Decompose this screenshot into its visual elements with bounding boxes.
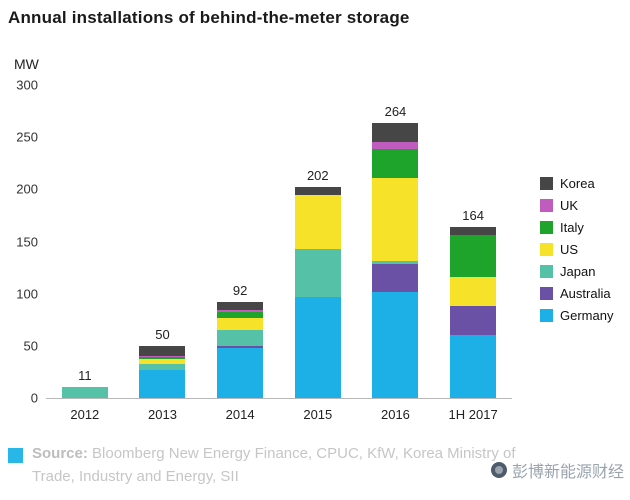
legend-swatch-japan xyxy=(540,265,553,278)
y-tick-300: 300 xyxy=(16,77,38,93)
y-tick-250: 250 xyxy=(16,129,38,145)
legend-item-uk: UK xyxy=(540,198,613,213)
bar-segment-japan xyxy=(139,363,186,370)
source-detail: Bloomberg New Energy Finance, CPUC, KfW,… xyxy=(32,445,516,486)
bar-segment-japan xyxy=(217,330,264,346)
bar-segment-germany xyxy=(372,291,419,398)
source-footer: Source: Bloomberg New Energy Finance, CP… xyxy=(0,440,630,500)
x-tick-2016: 2016 xyxy=(380,407,410,422)
source-text: Source: Bloomberg New Energy Finance, CP… xyxy=(32,442,560,489)
legend: Korea UK Italy US Japan Australia Germany xyxy=(540,176,613,330)
bar-segment-us xyxy=(139,359,186,364)
bar-segment-australia xyxy=(450,306,497,336)
x-tick-1h-2017: 1H 2017 xyxy=(448,407,498,422)
bar-segment-korea xyxy=(217,302,264,311)
legend-swatch-korea xyxy=(540,177,553,190)
legend-swatch-us xyxy=(540,243,553,256)
bar-total-label: 202 xyxy=(306,168,329,184)
legend-swatch-italy xyxy=(540,221,553,234)
bar-segment-italy xyxy=(217,312,264,318)
bar-segment-germany xyxy=(294,296,341,398)
plot-area: 11 2012 50 2013 92 2014 202 2015 264 2016 164 1H 20… xyxy=(46,85,512,422)
bar-total-label: 164 xyxy=(462,207,484,223)
watermark: 彭博新能源财经 xyxy=(490,458,624,482)
bar-segment-germany xyxy=(450,335,497,398)
bar-segment-korea xyxy=(139,345,186,357)
legend-item-japan: Japan xyxy=(540,264,613,279)
legend-item-korea: Korea xyxy=(540,176,613,191)
legend-label-us: US xyxy=(560,242,579,257)
bar-segment-japan xyxy=(294,248,341,297)
bar-segment-us xyxy=(372,177,419,262)
bar-2016: 264 2016 xyxy=(372,85,419,422)
bar-segment-australia xyxy=(372,264,419,292)
bar-segment-italy xyxy=(372,148,419,178)
y-tick-100: 100 xyxy=(16,286,38,302)
legend-label-japan: Japan xyxy=(560,264,596,279)
y-axis: 0 50 100 150 200 250 300 xyxy=(8,78,38,406)
bar-total-label: 92 xyxy=(232,283,248,299)
legend-item-australia: Australia xyxy=(540,286,613,301)
x-tick-2012: 2012 xyxy=(70,407,100,422)
legend-item-us: US xyxy=(540,242,613,257)
x-tick-2013: 2013 xyxy=(148,407,177,422)
y-tick-150: 150 xyxy=(16,234,38,249)
bar-2015: 202 2015 xyxy=(294,85,341,422)
bar-segment-australia xyxy=(217,345,264,348)
legend-label-australia: Australia xyxy=(560,286,611,301)
bar-segment-korea xyxy=(372,122,419,143)
chart-title: Annual installations of behind-the-meter… xyxy=(8,8,410,27)
legend-item-germany: Germany xyxy=(540,308,613,323)
legend-label-uk: UK xyxy=(560,198,579,213)
bar-2012: 11 2012 xyxy=(61,85,108,422)
bar-segment-germany xyxy=(139,369,186,398)
bar-segment-japan xyxy=(61,386,108,398)
bar-total-label: 50 xyxy=(155,326,170,342)
legend-label-germany: Germany xyxy=(560,308,614,323)
legend-label-korea: Korea xyxy=(560,176,595,191)
bar-segment-uk xyxy=(217,310,264,313)
bar-2014: 92 2014 xyxy=(217,85,264,422)
bar-total-label: 264 xyxy=(384,103,407,119)
legend-swatch-uk xyxy=(540,199,553,212)
bar-segment-italy xyxy=(139,357,186,360)
bar-segment-italy xyxy=(450,235,497,277)
bar-segment-japan xyxy=(372,261,419,265)
bar-segment-uk xyxy=(372,142,419,149)
legend-swatch-australia xyxy=(540,287,553,300)
bar-segment-uk xyxy=(139,356,186,358)
watermark-logo-icon xyxy=(490,462,507,478)
y-tick-0: 0 xyxy=(30,390,38,406)
bar-1h-2017: 164 1H 2017 xyxy=(449,85,498,422)
bar-segment-germany xyxy=(217,347,264,398)
source-label: Source: xyxy=(32,445,88,462)
bar-segment-us xyxy=(450,277,497,307)
y-tick-50: 50 xyxy=(23,338,38,354)
bar-segment-us xyxy=(294,194,341,249)
chart-area: 0 50 100 150 200 250 300 11 2012 50 2013 92 2014 202… xyxy=(8,78,512,422)
legend-label-italy: Italy xyxy=(560,220,584,235)
bar-segment-korea xyxy=(450,226,497,236)
watermark-text: 彭博新能源财经 xyxy=(511,464,624,481)
bar-2013: 50 2013 xyxy=(139,85,186,422)
y-tick-200: 200 xyxy=(16,181,38,197)
bar-segment-korea xyxy=(294,187,341,195)
bar-segment-us xyxy=(217,317,264,331)
legend-swatch-germany xyxy=(540,309,553,322)
source-bullet-icon xyxy=(8,448,23,463)
x-tick-2015: 2015 xyxy=(303,407,333,422)
x-tick-2014: 2014 xyxy=(225,407,255,422)
y-axis-unit-label: MW xyxy=(14,56,39,72)
legend-item-italy: Italy xyxy=(540,220,613,235)
bar-total-label: 11 xyxy=(78,367,92,383)
